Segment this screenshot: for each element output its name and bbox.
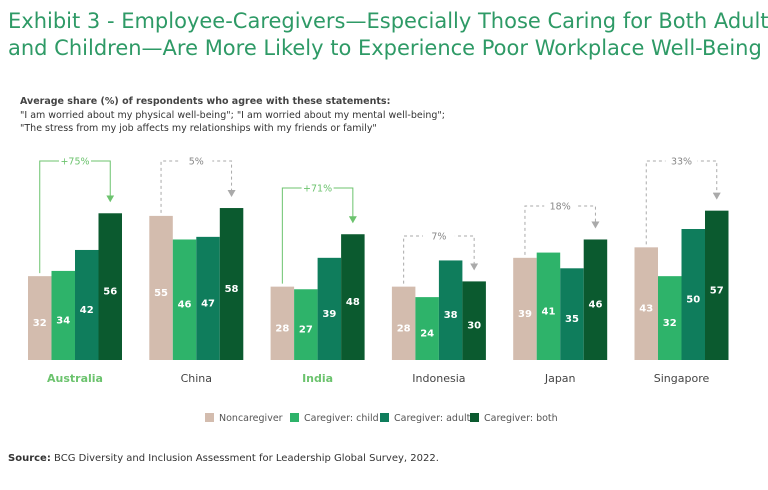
bar [149, 215, 173, 360]
subtitle: "I am worried about my physical well-bei… [20, 110, 445, 121]
value-label: 39 [518, 309, 532, 320]
value-label: 47 [201, 298, 215, 309]
annotation-label: +71% [303, 184, 332, 195]
annotation-bg [544, 199, 577, 213]
bar [583, 239, 608, 360]
legend-label: Noncaregiver [219, 413, 283, 424]
value-label: 41 [541, 306, 555, 317]
value-label: 58 [225, 284, 239, 295]
source: Source: BCG Diversity and Inclusion Asse… [8, 453, 439, 464]
bar [219, 208, 244, 360]
bar [536, 252, 561, 360]
title-line: Exhibit 3 - Employee-Caregivers—Especial… [8, 9, 768, 33]
bar [28, 276, 52, 360]
value-label: 27 [299, 325, 313, 336]
bar [560, 268, 584, 360]
bar [341, 234, 365, 360]
annotation-bg [59, 154, 91, 168]
bar [270, 286, 295, 360]
value-label: 48 [346, 297, 360, 308]
category-label: Australia [47, 372, 103, 385]
value-label: 56 [103, 287, 117, 298]
annotation-label: +75% [60, 157, 89, 168]
title-line: and Children—Are More Likely to Experien… [8, 36, 762, 60]
legend-label: Caregiver: adult [394, 413, 471, 424]
value-label: 46 [588, 300, 602, 311]
subtitle: Average share (%) of respondents who agr… [20, 96, 390, 107]
bar [681, 229, 705, 360]
annotation-label: 33% [671, 157, 692, 168]
category-label: India [302, 372, 333, 385]
category-label: Singapore [654, 372, 710, 385]
legend-label: Caregiver: child [304, 413, 379, 424]
value-label: 32 [663, 318, 677, 329]
annotation-bg [422, 229, 455, 243]
value-label: 55 [154, 288, 168, 299]
value-label: 24 [420, 329, 434, 340]
bar [391, 286, 416, 360]
bar [51, 270, 75, 360]
annotation-bracket [403, 235, 479, 284]
bar [462, 281, 486, 360]
value-label: 34 [56, 315, 70, 326]
value-label: 43 [639, 304, 653, 315]
value-label: 42 [80, 305, 94, 316]
category-label: Japan [544, 372, 576, 385]
category-label: China [181, 372, 212, 385]
bar [172, 239, 197, 360]
bar [294, 289, 318, 360]
source-text: BCG Diversity and Inclusion Assessment f… [54, 453, 439, 464]
bar [658, 276, 682, 360]
category-label: Indonesia [412, 372, 465, 385]
bar [196, 236, 220, 360]
value-label: 32 [33, 318, 47, 329]
value-label: 38 [444, 310, 458, 321]
source-label: Source: [8, 453, 51, 464]
bar [513, 257, 537, 360]
annotation-bg [180, 154, 213, 168]
bar [98, 213, 122, 360]
bar [75, 249, 99, 360]
bar [317, 257, 342, 360]
annotation-label: 7% [431, 232, 446, 243]
value-label: 39 [322, 309, 336, 320]
annotation-label: 5% [189, 157, 204, 168]
bar [438, 260, 463, 360]
legend-swatch [290, 413, 299, 422]
value-label: 28 [275, 323, 289, 334]
annotation-bg [301, 181, 334, 195]
bar [415, 297, 439, 360]
value-label: 35 [565, 314, 579, 325]
bar [705, 210, 729, 360]
annotation-label: 18% [550, 202, 571, 213]
value-label: 30 [467, 321, 481, 332]
value-label: 57 [710, 285, 724, 296]
annotation-bg [665, 154, 698, 168]
legend-label: Caregiver: both [484, 413, 558, 424]
legend-swatch [470, 413, 479, 422]
legend-swatch [205, 413, 214, 422]
bar [634, 247, 658, 360]
legend-swatch [380, 413, 389, 422]
annotation-bracket [160, 160, 236, 213]
value-label: 46 [178, 300, 192, 311]
value-label: 28 [397, 323, 411, 334]
subtitle: "The stress from my job affects my relat… [20, 123, 377, 134]
value-label: 50 [686, 295, 700, 306]
